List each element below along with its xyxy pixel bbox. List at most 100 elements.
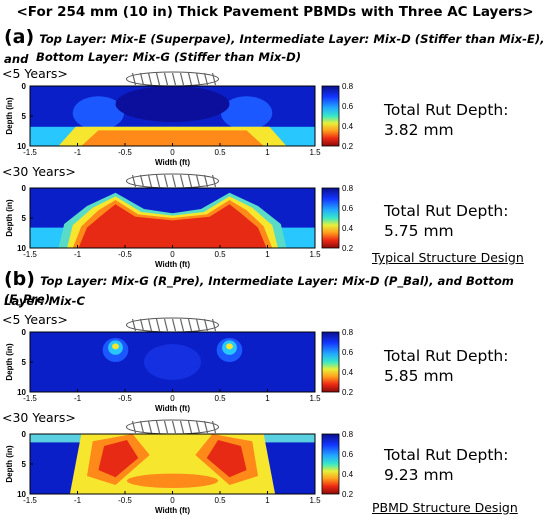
x-tick-label: -0.5 [118, 250, 132, 259]
x-axis-label: Width (ft) [155, 260, 190, 269]
x-tick-label: -1.5 [23, 148, 37, 157]
section-a-description-line2: Bottom Layer: Mix-G (Stiffer than Mix-D) [36, 50, 302, 64]
y-tick-label: 5 [22, 358, 27, 367]
colorbar-tick-label: 0.4 [342, 368, 354, 377]
x-axis-label: Width (ft) [155, 158, 190, 167]
tire-illustration [126, 71, 219, 87]
x-tick-label: -1 [74, 148, 82, 157]
colorbar-tick-label: 0.4 [342, 122, 354, 131]
plot-3-rut-label: Total Rut Depth: [384, 347, 509, 365]
section-a-description-line1: Top Layer: Mix-E (Superpave), Intermedia… [4, 32, 545, 66]
x-tick-label: -1.5 [23, 394, 37, 403]
x-tick-label: 0 [170, 496, 175, 505]
colorbar-tick-label: 0.6 [342, 450, 354, 459]
typical-structure-design-label: Typical Structure Design [372, 250, 524, 265]
figure-title: <For 254 mm (10 in) Thick Pavement PBMDs… [16, 4, 534, 20]
colorbar [321, 331, 340, 393]
x-axis-label: Width (ft) [155, 404, 190, 413]
plot-4-rut-label: Total Rut Depth: [384, 446, 509, 464]
colorbar-tick-label: 0.2 [342, 244, 354, 253]
plot-2-heatmap: -1.5 -1 -0.5 0 0.5 1 1.5 0 5 10 Width (ft) Depth (i… [5, 173, 354, 269]
x-tick-label: 1.5 [309, 250, 321, 259]
plot-2-rut-value: 5.75 mm [384, 222, 454, 240]
tire-illustration [126, 419, 219, 435]
x-tick-label: -0.5 [118, 496, 132, 505]
x-tick-label: 0.5 [214, 250, 226, 259]
tire-illustration [126, 173, 219, 189]
plot-4-rut-value: 9.23 mm [384, 466, 454, 484]
y-axis-label: Depth (in) [5, 343, 14, 381]
y-tick-label: 5 [22, 112, 27, 121]
x-tick-label: 1.5 [309, 496, 321, 505]
y-tick-label: 0 [22, 430, 27, 439]
section-b-description-line1: Top Layer: Mix-G (R_Pre), Intermediate L… [4, 274, 514, 308]
plot-4-heatmap: -1.5 -1 -0.5 0 0.5 1 1.5 0 5 10 Width (ft) Depth (i… [5, 419, 354, 515]
colorbar-tick-label: 0.2 [342, 142, 354, 151]
x-tick-label: -0.5 [118, 394, 132, 403]
y-tick-label: 0 [22, 328, 27, 337]
colorbar-tick-label: 0.2 [342, 388, 354, 397]
rut-contour [30, 434, 315, 494]
plot-1-heatmap: -1.5 -1 -0.5 0 0.5 1 1.5 0 5 10 Width (ft) Depth (i… [5, 71, 354, 167]
colorbar [321, 433, 340, 495]
plot-3-subtitle: <5 Years> [2, 312, 68, 327]
colorbar [321, 85, 340, 147]
plot-1-subtitle: <5 Years> [2, 66, 68, 81]
colorbar-tick-label: 0.8 [342, 328, 354, 337]
y-tick-label: 5 [22, 214, 27, 223]
rut-contour [30, 86, 315, 146]
plot-2-rut-label: Total Rut Depth: [384, 202, 509, 220]
x-tick-label: 1 [265, 496, 270, 505]
plot-1-rut-value: 3.82 mm [384, 121, 454, 139]
x-tick-label: 0 [170, 394, 175, 403]
x-tick-label: -1.5 [23, 496, 37, 505]
x-tick-label: -1 [74, 394, 82, 403]
section-a-header: (a) Top Layer: Mix-E (Superpave), Interm… [4, 26, 550, 67]
y-tick-label: 10 [17, 490, 26, 499]
rut-contour [30, 188, 315, 248]
y-tick-label: 0 [22, 82, 27, 91]
colorbar-tick-label: 0.4 [342, 224, 354, 233]
x-tick-label: -0.5 [118, 148, 132, 157]
colorbar-tick-label: 0.4 [342, 470, 354, 479]
colorbar-tick-label: 0.6 [342, 102, 354, 111]
y-tick-label: 10 [17, 244, 26, 253]
section-a-label: (a) [4, 26, 35, 48]
x-tick-label: 1.5 [309, 148, 321, 157]
x-tick-label: -1.5 [23, 250, 37, 259]
x-tick-label: -1 [74, 250, 82, 259]
x-tick-label: 1 [265, 148, 270, 157]
plot-2-subtitle: <30 Years> [2, 164, 76, 179]
colorbar-tick-label: 0.8 [342, 82, 354, 91]
colorbar [321, 187, 340, 249]
colorbar-tick-label: 0.6 [342, 348, 354, 357]
colorbar-tick-label: 0.6 [342, 204, 354, 213]
x-axis-label: Width (ft) [155, 506, 190, 515]
section-b-description-line2: (F_Pre) [4, 292, 51, 306]
colorbar-tick-label: 0.8 [342, 184, 354, 193]
rut-contour [30, 332, 315, 392]
x-tick-label: -1 [74, 496, 82, 505]
y-axis-label: Depth (in) [5, 199, 14, 237]
x-tick-label: 0.5 [214, 496, 226, 505]
plot-3-heatmap: -1.5 -1 -0.5 0 0.5 1 1.5 0 5 10 Width (ft) Depth (i… [5, 317, 354, 413]
colorbar-tick-label: 0.8 [342, 430, 354, 439]
x-tick-label: 0.5 [214, 148, 226, 157]
x-tick-label: 0 [170, 250, 175, 259]
x-tick-label: 1.5 [309, 394, 321, 403]
y-tick-label: 0 [22, 184, 27, 193]
section-b-label: (b) [4, 268, 35, 290]
y-tick-label: 10 [17, 142, 26, 151]
plot-4-subtitle: <30 Years> [2, 410, 76, 425]
x-tick-label: 0.5 [214, 394, 226, 403]
plot-1-rut-label: Total Rut Depth: [384, 101, 509, 119]
colorbar-tick-label: 0.2 [342, 490, 354, 499]
section-b-header: (b) Top Layer: Mix-G (R_Pre), Intermedia… [4, 268, 550, 309]
y-axis-label: Depth (in) [5, 97, 14, 135]
x-tick-label: 1 [265, 394, 270, 403]
y-tick-label: 5 [22, 460, 27, 469]
y-tick-label: 10 [17, 388, 26, 397]
plot-3-rut-value: 5.85 mm [384, 367, 454, 385]
x-tick-label: 0 [170, 148, 175, 157]
tire-illustration [126, 317, 219, 333]
